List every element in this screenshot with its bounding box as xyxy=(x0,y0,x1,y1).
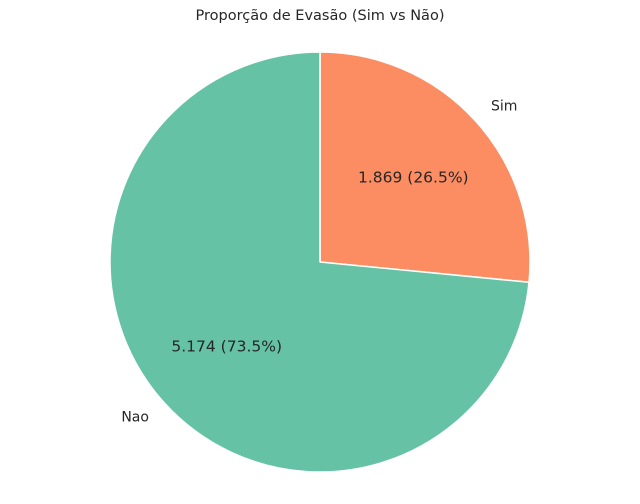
slice-value-label-sim: 1.869 (26.5%) xyxy=(358,168,469,186)
pie-slice-nao xyxy=(109,51,530,473)
slice-category-label-nao: Nao xyxy=(121,409,149,425)
chart-title: Proporção de Evasão (Sim vs Não) xyxy=(195,8,445,24)
slice-value-label-nao: 5.174 (73.5%) xyxy=(171,338,282,356)
slice-category-label-sim: Sim xyxy=(491,99,517,115)
pie-slice-sim xyxy=(319,51,531,283)
